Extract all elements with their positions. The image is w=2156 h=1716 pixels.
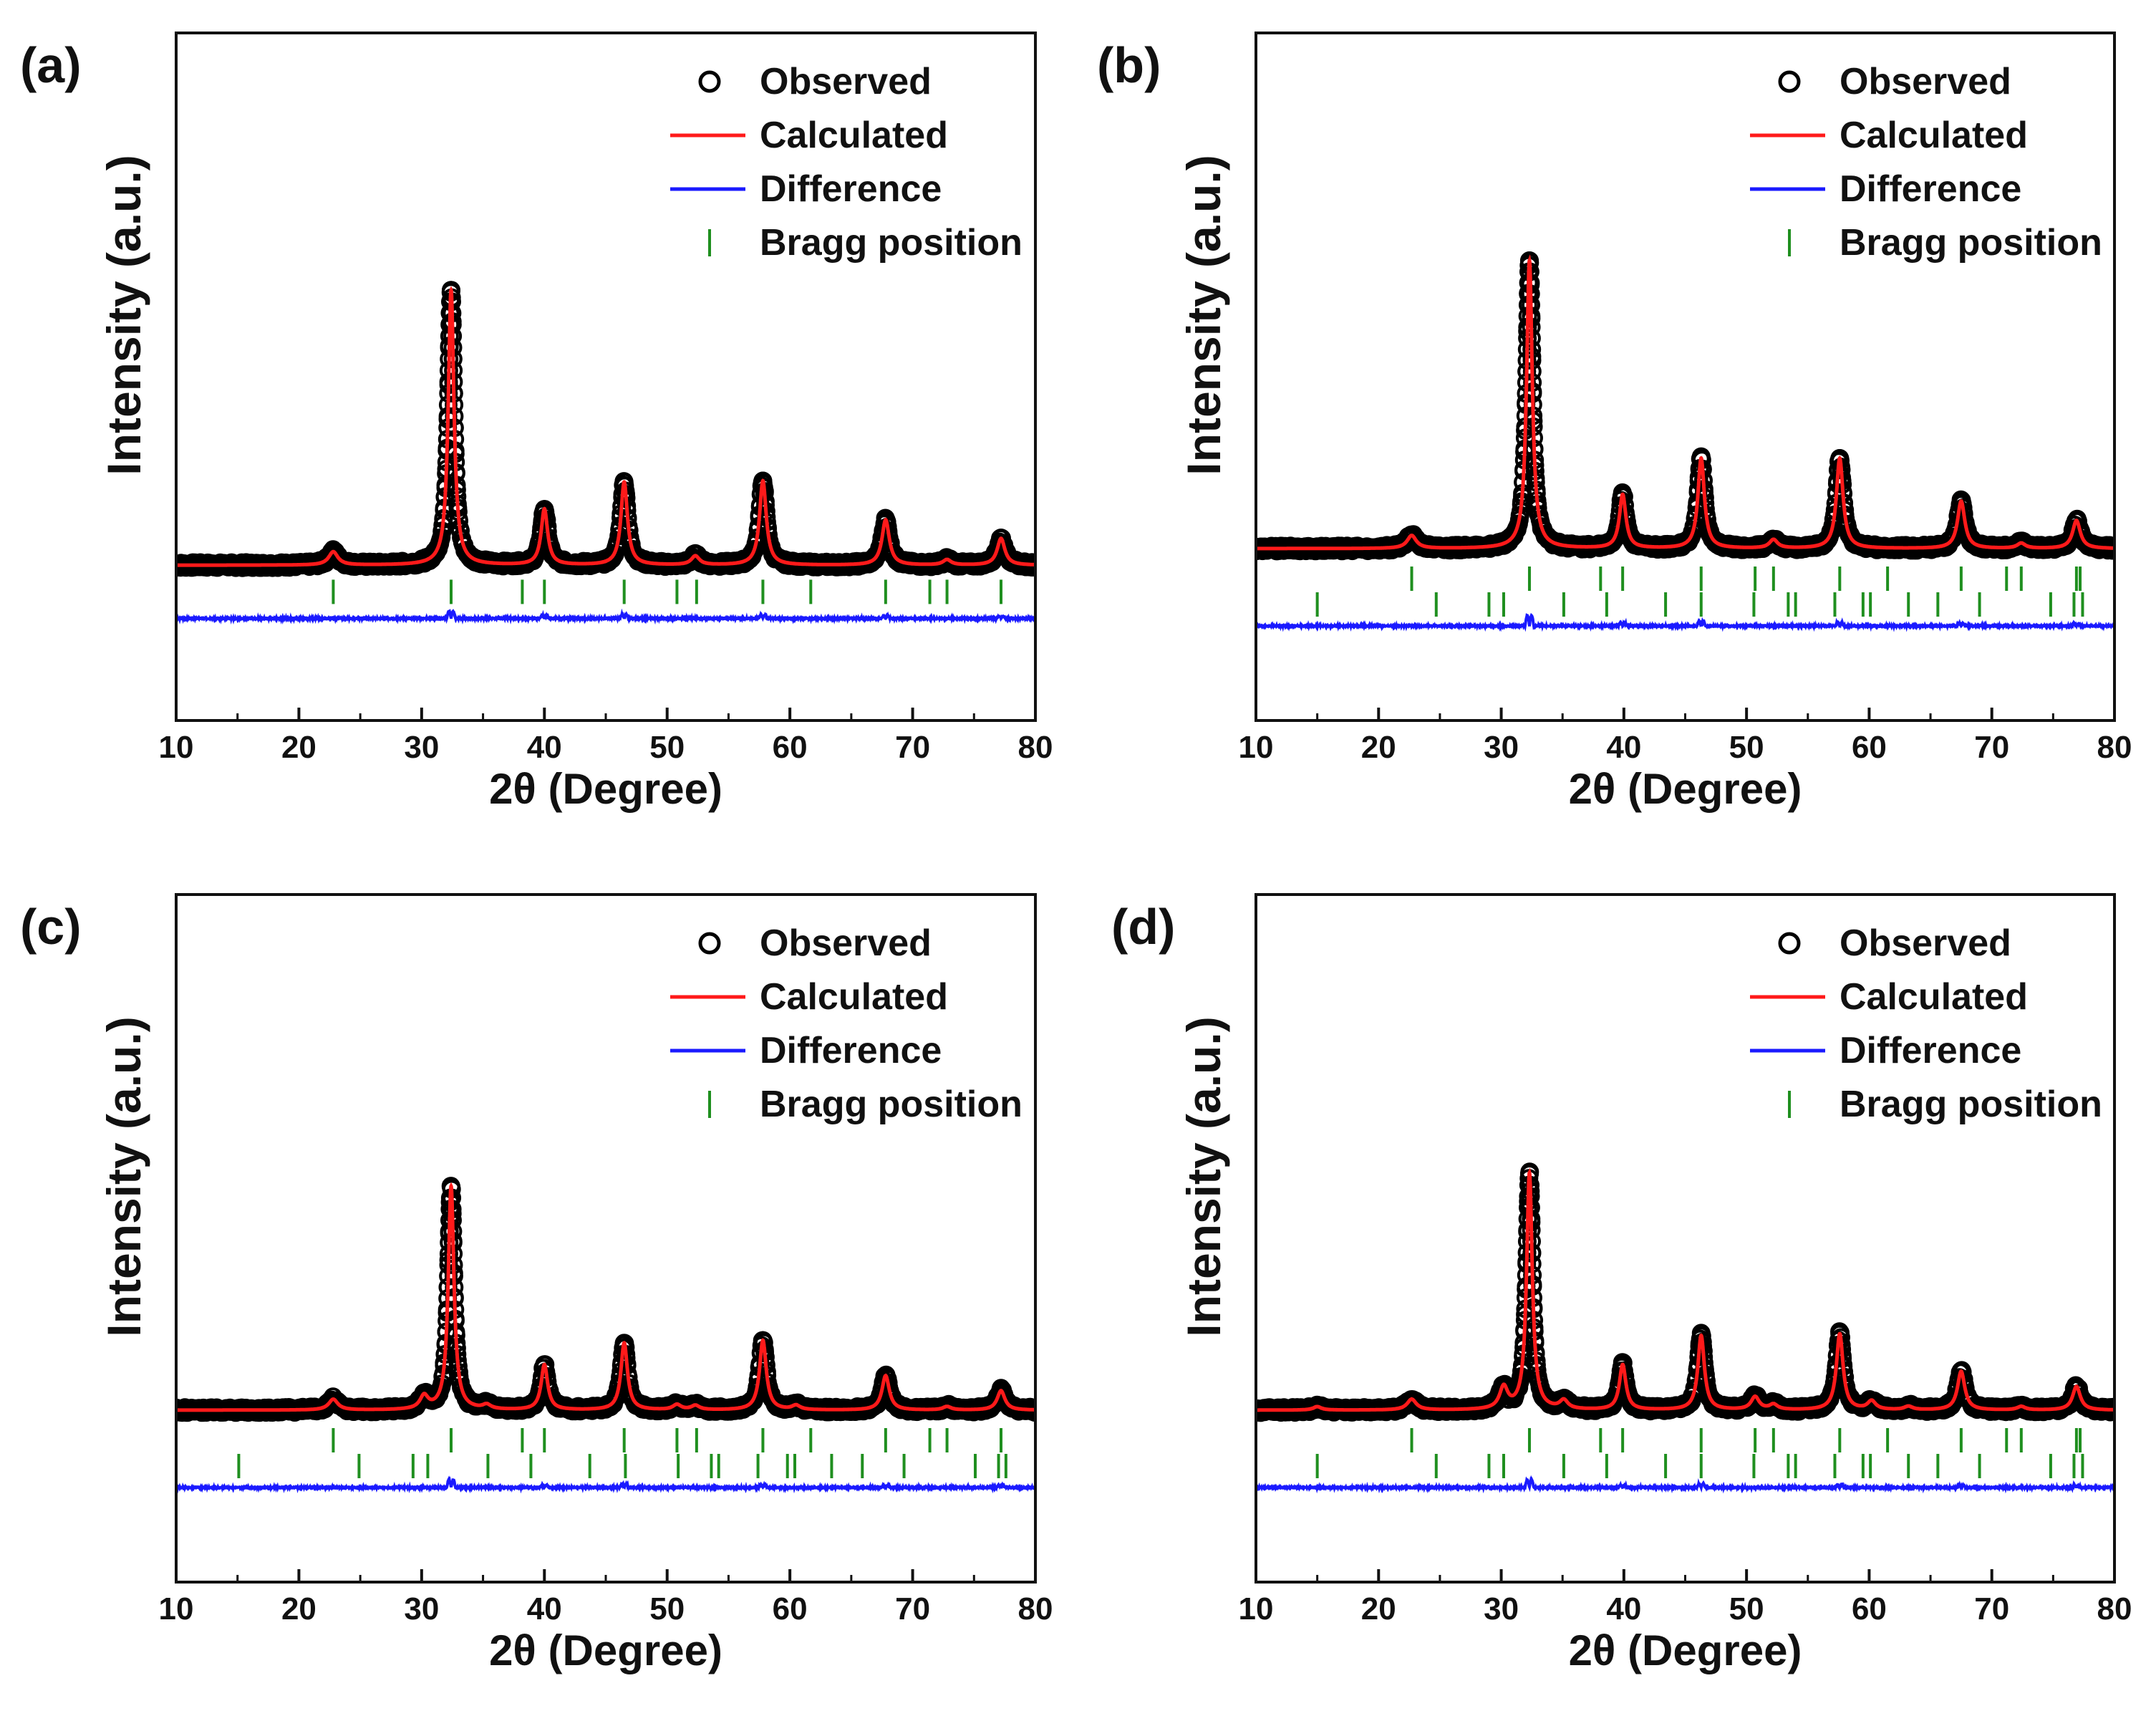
x-tick-label: 70 bbox=[1974, 730, 2009, 765]
observed-series bbox=[176, 281, 1035, 577]
x-tick-label: 70 bbox=[895, 730, 930, 765]
plot-area bbox=[1256, 1162, 2114, 1494]
observed-point bbox=[624, 544, 644, 563]
y-axis-label: Intensity (a.u.) bbox=[97, 1016, 150, 1336]
bragg-series bbox=[237, 1428, 1007, 1478]
legend-label: Observed bbox=[1840, 61, 2011, 102]
bragg-series bbox=[332, 579, 1002, 604]
x-tick-label: 60 bbox=[773, 730, 808, 765]
x-tick-label: 50 bbox=[649, 1591, 685, 1626]
x-tick-label: 40 bbox=[527, 1591, 562, 1626]
legend-label: Bragg position bbox=[760, 222, 1023, 264]
x-axis-label: 2θ (Degree) bbox=[1569, 765, 1802, 813]
legend-item: Calculated bbox=[670, 976, 948, 1018]
calculated-series bbox=[1256, 254, 2114, 551]
observed-point bbox=[992, 529, 1010, 549]
legend-item: Bragg position bbox=[708, 1084, 1023, 1125]
x-tick-label: 10 bbox=[1239, 730, 1274, 765]
legend-item: Bragg position bbox=[708, 222, 1023, 264]
x-tick-label: 20 bbox=[281, 730, 316, 765]
x-tick-label: 10 bbox=[159, 1591, 194, 1626]
legend-label: Bragg position bbox=[760, 1084, 1023, 1125]
plot-area bbox=[176, 1177, 1035, 1494]
x-tick-label: 50 bbox=[649, 730, 685, 765]
x-tick-label: 40 bbox=[527, 730, 562, 765]
observed-point bbox=[543, 544, 562, 564]
x-axis: 10 20 30 40 50 60 70 80 bbox=[159, 708, 1053, 765]
legend-item: Difference bbox=[670, 168, 942, 210]
legend-item: Observed bbox=[698, 922, 932, 964]
x-tick-label: 10 bbox=[159, 730, 194, 765]
legend-label: Difference bbox=[1840, 168, 2021, 210]
legend-item: Calculated bbox=[670, 115, 948, 156]
x-tick-label: 80 bbox=[1018, 730, 1053, 765]
legend-label: Observed bbox=[760, 61, 932, 102]
x-tick-label: 60 bbox=[1852, 730, 1887, 765]
legend: Observed Calculated Difference Bragg positi… bbox=[670, 922, 1023, 1125]
legend-item: Calculated bbox=[1750, 115, 2028, 156]
panel-label: (c) bbox=[20, 899, 82, 955]
plot-area bbox=[176, 281, 1035, 625]
observed-point bbox=[605, 544, 624, 563]
x-tick-label: 30 bbox=[1484, 730, 1519, 765]
legend-item: Bragg position bbox=[1788, 222, 2102, 264]
legend-label: Difference bbox=[760, 1030, 942, 1071]
x-tick-label: 30 bbox=[404, 730, 439, 765]
difference-series bbox=[176, 1475, 1035, 1494]
x-tick-label: 40 bbox=[1606, 730, 1641, 765]
observed-point bbox=[876, 511, 895, 530]
observed-point bbox=[458, 544, 477, 564]
legend-observed-marker bbox=[698, 70, 721, 93]
observed-series bbox=[176, 1177, 1035, 1422]
observed-point bbox=[884, 544, 903, 564]
x-tick-label: 60 bbox=[773, 1591, 808, 1626]
legend-observed-marker bbox=[1778, 70, 1801, 93]
observed-point bbox=[425, 544, 444, 564]
legend-label: Calculated bbox=[760, 976, 948, 1018]
panel-label: (a) bbox=[20, 37, 82, 93]
x-axis-label: 2θ (Degree) bbox=[489, 765, 722, 813]
x-tick-label: 70 bbox=[895, 1591, 930, 1626]
observed-point bbox=[763, 544, 783, 563]
legend-label: Observed bbox=[760, 922, 932, 964]
difference-series bbox=[176, 608, 1035, 625]
observed-series bbox=[1256, 251, 2114, 561]
calculated-series bbox=[176, 286, 1035, 567]
y-axis-label: Intensity (a.u.) bbox=[1177, 155, 1230, 475]
legend-item: Observed bbox=[698, 61, 932, 102]
legend: Observed Calculated Difference Bragg positi… bbox=[1750, 61, 2102, 264]
x-axis: 10 20 30 40 50 60 70 80 bbox=[1239, 708, 2132, 765]
bragg-series bbox=[1315, 567, 2084, 617]
x-tick-label: 80 bbox=[1018, 1591, 1053, 1626]
legend-label: Calculated bbox=[760, 115, 948, 156]
observed-series bbox=[1256, 1162, 2114, 1422]
legend-label: Calculated bbox=[1840, 115, 2028, 156]
difference-series bbox=[1256, 612, 2114, 632]
plot-area bbox=[1256, 251, 2114, 632]
legend: Observed Calculated Difference Bragg positi… bbox=[670, 61, 1023, 264]
legend-label: Bragg position bbox=[1840, 222, 2102, 264]
x-axis: 10 20 30 40 50 60 70 80 bbox=[159, 1569, 1053, 1626]
panel-a: 10 20 30 40 50 60 70 80 2θ (Degree) Intensity (a.… bbox=[20, 32, 1053, 813]
x-tick-label: 20 bbox=[281, 1591, 316, 1626]
y-axis-label: Intensity (a.u.) bbox=[97, 155, 150, 475]
x-axis-label: 2θ (Degree) bbox=[489, 1626, 722, 1674]
legend-label: Difference bbox=[760, 168, 942, 210]
panel-c: 10 20 30 40 50 60 70 80 2θ (Degree) Intensity (a.… bbox=[20, 893, 1053, 1674]
x-tick-label: 30 bbox=[404, 1591, 439, 1626]
x-tick-label: 50 bbox=[1729, 730, 1764, 765]
legend-item: Difference bbox=[1750, 168, 2021, 210]
legend-item: Difference bbox=[670, 1030, 942, 1071]
panel-label: (b) bbox=[1097, 37, 1161, 93]
legend-observed-marker bbox=[698, 932, 721, 955]
calculated-series bbox=[176, 1182, 1035, 1412]
panel-b: 10 20 30 40 50 60 70 80 2θ (Degree) Intensity (a.… bbox=[1097, 32, 2132, 813]
x-tick-label: 80 bbox=[2097, 730, 2132, 765]
legend-item: Observed bbox=[1778, 61, 2011, 102]
observed-point bbox=[743, 544, 763, 563]
x-tick-label: 20 bbox=[1361, 730, 1396, 765]
